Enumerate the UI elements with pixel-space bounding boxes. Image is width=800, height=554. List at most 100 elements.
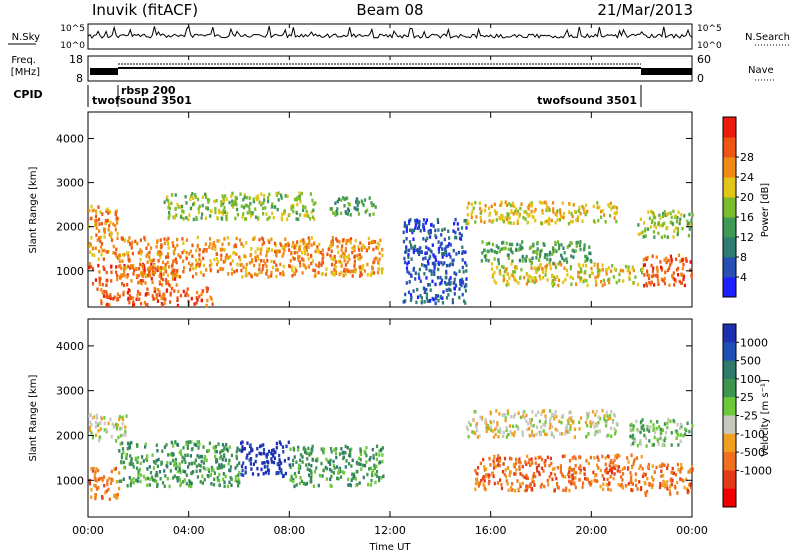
data-cell <box>306 252 309 257</box>
data-cell <box>197 446 200 450</box>
data-cell <box>97 477 100 482</box>
data-cell <box>312 484 315 488</box>
data-cell <box>537 470 541 475</box>
data-cell <box>539 485 542 489</box>
data-cell <box>671 274 674 278</box>
data-cell <box>227 461 230 466</box>
data-cell <box>92 208 95 213</box>
data-cell <box>591 420 594 425</box>
data-cell <box>252 237 255 241</box>
data-cell <box>265 212 268 216</box>
data-cell <box>262 259 265 263</box>
data-cell <box>167 199 170 203</box>
data-cell <box>100 242 104 246</box>
data-cell <box>240 268 243 273</box>
data-cell <box>614 212 617 216</box>
data-cell <box>497 429 500 434</box>
data-cell <box>617 482 620 487</box>
data-cell <box>162 278 165 282</box>
data-cell <box>293 484 296 489</box>
data-cell <box>542 270 545 274</box>
data-cell <box>199 454 202 459</box>
data-cell <box>189 249 192 253</box>
data-cell <box>225 443 228 447</box>
data-cell <box>223 259 227 264</box>
data-cell <box>201 474 204 478</box>
data-cell <box>357 248 361 252</box>
data-cell <box>425 267 428 271</box>
data-cell <box>236 479 239 484</box>
data-cell <box>523 416 526 420</box>
data-cell <box>231 191 234 196</box>
data-cell <box>273 450 276 455</box>
data-cell <box>235 454 238 459</box>
data-cell <box>570 219 573 224</box>
data-cell <box>502 430 505 435</box>
data-cell <box>131 296 135 300</box>
data-cell <box>182 446 185 450</box>
data-cell <box>372 453 375 458</box>
data-cell <box>610 434 613 438</box>
data-cell <box>215 449 218 454</box>
data-cell <box>122 267 126 271</box>
data-cell <box>427 283 430 287</box>
data-cell <box>405 248 408 253</box>
data-cell <box>535 270 538 274</box>
data-cell <box>641 230 644 234</box>
data-cell <box>89 413 92 417</box>
data-cell <box>474 220 477 224</box>
data-cell <box>489 411 492 416</box>
data-cell <box>556 485 559 489</box>
data-cell <box>494 427 497 432</box>
data-cell <box>513 270 517 274</box>
data-cell <box>349 270 352 274</box>
data-cell <box>116 277 119 282</box>
data-cell <box>445 296 449 300</box>
data-cell <box>263 198 266 202</box>
data-cell <box>601 454 604 459</box>
data-cell <box>681 266 684 271</box>
data-cell <box>525 419 528 424</box>
data-cell <box>305 463 308 467</box>
data-cell <box>569 241 572 245</box>
data-cell <box>236 463 239 468</box>
data-cell <box>586 209 589 214</box>
data-cell <box>501 470 504 474</box>
data-cell <box>597 458 600 462</box>
data-cell <box>143 271 146 275</box>
data-cell <box>189 481 192 485</box>
data-cell <box>513 472 516 476</box>
data-cell <box>585 279 588 283</box>
data-cell <box>661 223 664 228</box>
data-cell <box>412 289 415 293</box>
data-cell <box>315 466 318 470</box>
colorbar-swatch <box>723 277 736 298</box>
data-cell <box>332 463 335 468</box>
y-tick-label: 3000 <box>56 385 84 398</box>
data-cell <box>216 269 219 274</box>
data-cell <box>137 475 140 480</box>
data-cell <box>189 197 192 201</box>
data-cell <box>281 245 285 250</box>
data-cell <box>377 267 380 271</box>
data-cell <box>259 252 262 256</box>
data-cell <box>127 441 130 445</box>
data-cell <box>223 206 226 210</box>
data-cell <box>174 257 177 261</box>
data-cell <box>578 270 581 275</box>
data-cell <box>483 484 486 489</box>
data-cell <box>461 245 464 249</box>
data-cell <box>96 416 99 420</box>
data-cell <box>222 212 225 216</box>
data-cell <box>639 430 642 435</box>
data-cell <box>688 227 691 231</box>
data-cell <box>207 448 211 453</box>
nsearch-tick-high: 10^5 <box>697 24 722 34</box>
data-cell <box>262 201 265 205</box>
data-cell <box>408 219 411 223</box>
colorbar-tick-label: 16 <box>740 211 754 224</box>
data-cell <box>283 211 286 216</box>
data-cell <box>489 463 492 467</box>
data-cell <box>448 242 451 246</box>
data-cell <box>140 281 143 286</box>
